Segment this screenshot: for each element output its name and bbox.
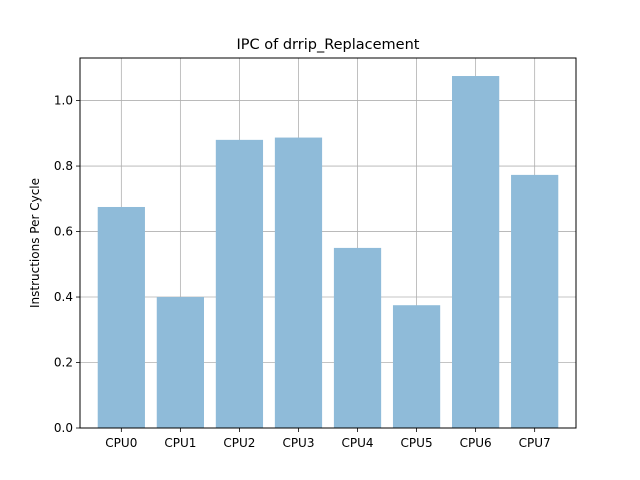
chart-title: IPC of drrip_Replacement: [237, 37, 420, 53]
x-tick-label-cpu3: CPU3: [282, 436, 314, 450]
y-axis-label: Instructions Per Cycle: [28, 178, 42, 308]
x-tick-label-cpu7: CPU7: [519, 436, 551, 450]
bar-cpu1: [156, 297, 204, 428]
ticks: 0.0 0.2 0.4 0.6 0.8 1.0 CPU0 CPU1 CPU2 CPU3 CPU4 CP…: [54, 94, 551, 450]
x-tick-label-cpu2: CPU2: [223, 436, 255, 450]
bar-cpu2: [215, 139, 264, 429]
bar-cpu6: [452, 76, 500, 428]
bar-cpu0: [97, 206, 145, 428]
y-tick-label: 0.4: [54, 290, 73, 304]
bar-cpu3: [274, 137, 323, 428]
y-tick-label: 1.0: [54, 94, 73, 108]
bars: [97, 76, 559, 429]
y-tick-label: 0.0: [54, 421, 73, 435]
grid: [80, 58, 576, 429]
x-tick-label-cpu1: CPU1: [164, 436, 196, 450]
x-tick-label-cpu6: CPU6: [460, 436, 492, 450]
x-tick-label-cpu4: CPU4: [342, 436, 374, 450]
y-tick-label: 0.6: [54, 225, 73, 239]
bar-cpu7: [511, 174, 559, 428]
bar-cpu4: [333, 247, 382, 428]
plot-frame: [79, 57, 577, 429]
y-tick-label: 0.2: [54, 356, 73, 370]
x-tick-label-cpu5: CPU5: [401, 436, 433, 450]
x-tick-label-cpu0: CPU0: [105, 436, 137, 450]
y-tick-label: 0.8: [54, 159, 73, 173]
bar-cpu5: [392, 305, 441, 428]
